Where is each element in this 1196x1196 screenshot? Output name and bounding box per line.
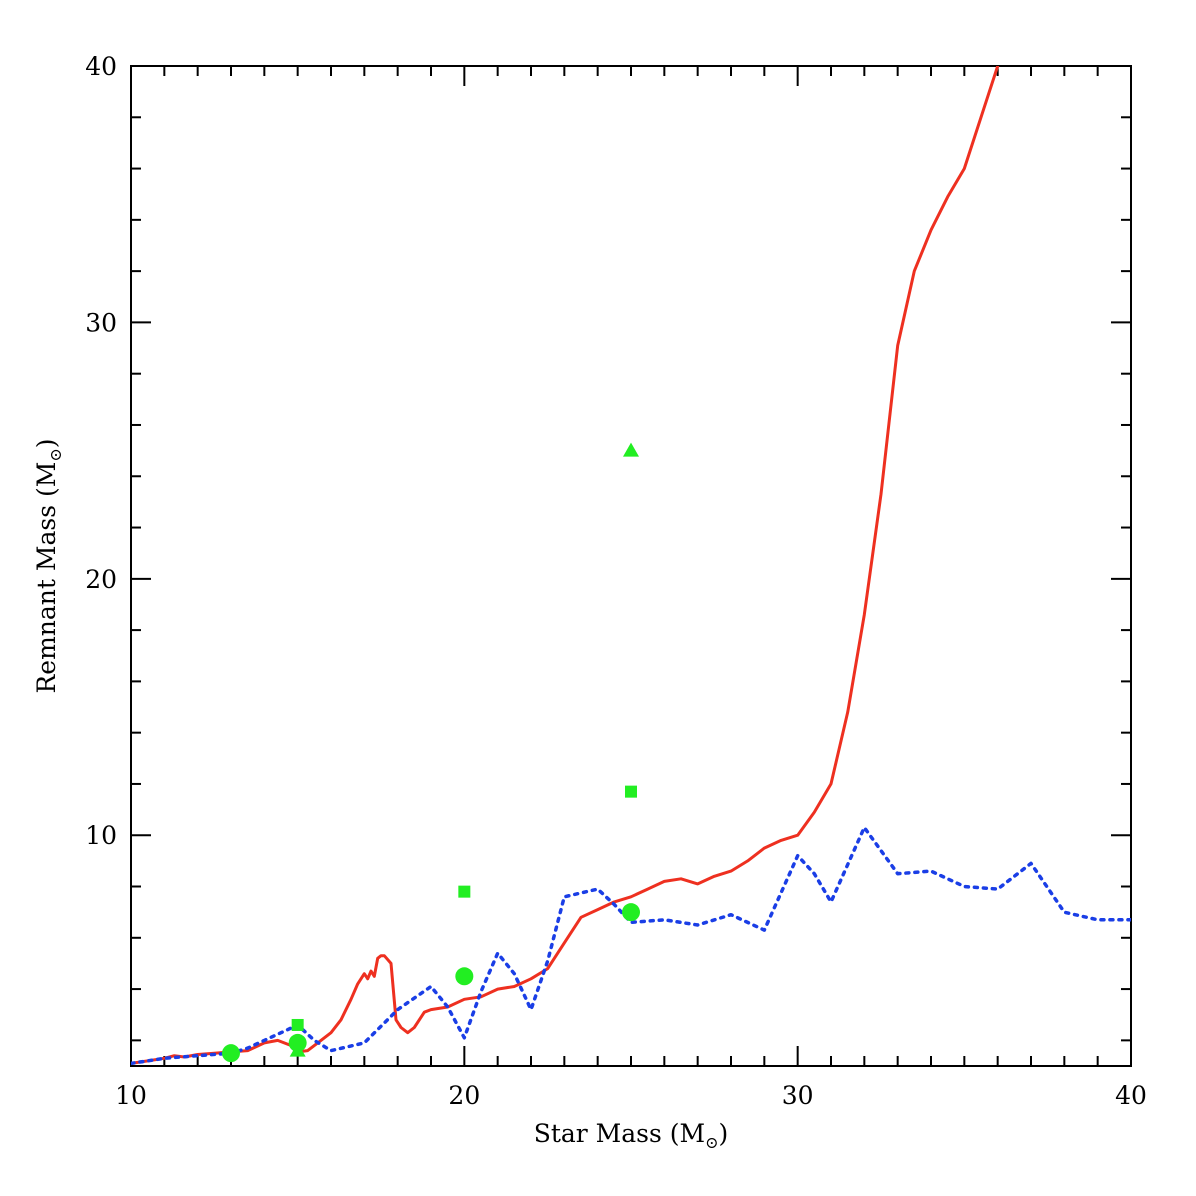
y-tick-label: 20 [85,565,117,594]
circle-marker [455,967,474,986]
y-axis-title: Remnant Mass (M⊙) [32,438,65,693]
y-tick-label: 30 [85,308,117,337]
x-tick-labels: 10 20 30 40 [115,1081,1147,1110]
ticks [130,65,1132,1066]
x-tick-label: 20 [448,1081,480,1110]
x-tick-label: 40 [1115,1081,1147,1110]
circle-marker [222,1044,240,1063]
y-axis-title-end: ) [32,438,61,448]
series-line-2 [131,825,1131,1066]
y-tick-label: 40 [85,52,117,81]
x-tick-label: 30 [782,1081,814,1110]
triangle-marker [289,1042,306,1057]
x-tick-label: 10 [115,1081,147,1110]
y-tick-label: 10 [85,821,117,850]
y-axis-title-sub: ⊙ [46,448,65,461]
circle-marker [622,903,640,922]
x-axis-title: Star Mass (M⊙) [534,1119,729,1152]
x-axis-title-sub: ⊙ [705,1133,718,1152]
square-marker [291,1018,304,1031]
x-axis-title-end: ) [719,1119,729,1148]
y-tick-labels: 10 20 30 40 [85,52,117,850]
square-marker [625,785,637,798]
points-layer [222,442,640,1063]
square-marker [458,885,471,898]
x-axis-title-main: Star Mass (M [534,1119,705,1148]
y-axis-title-main: Remnant Mass (M [32,462,61,694]
triangle-marker [623,442,639,457]
